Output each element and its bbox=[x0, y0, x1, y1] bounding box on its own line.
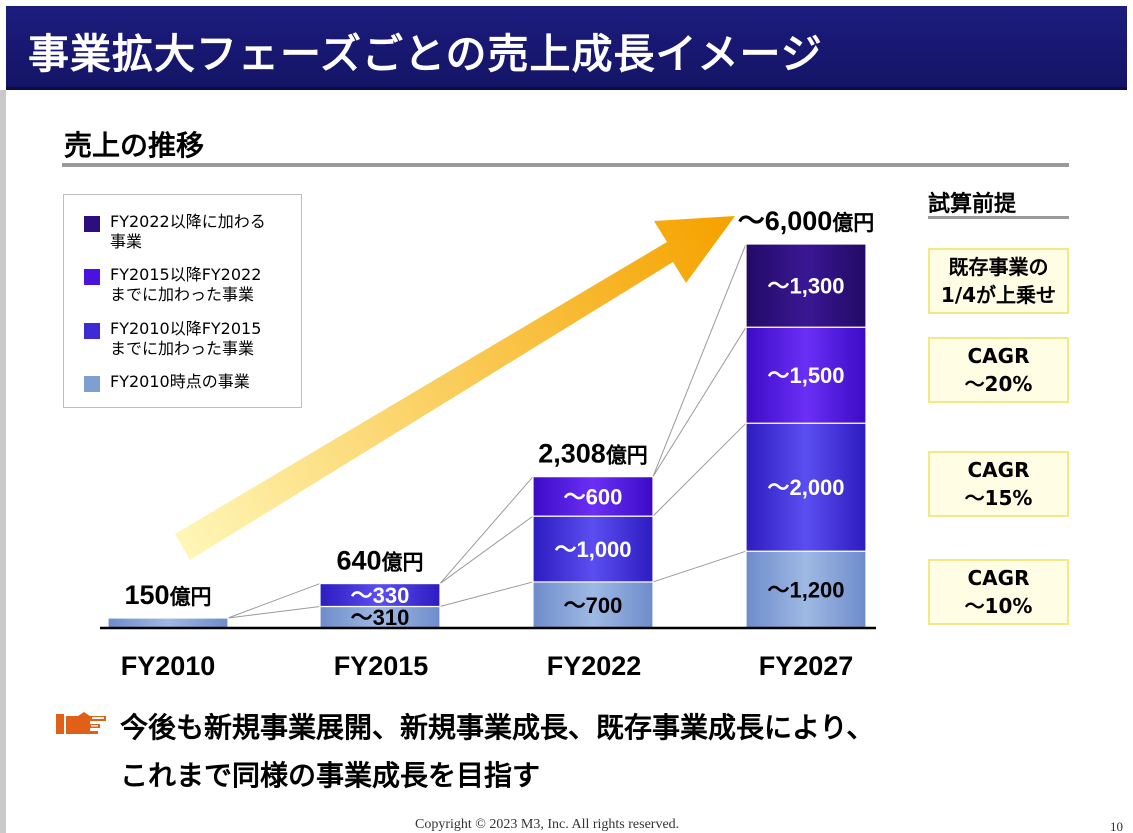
legend-label: FY2010時点の事業 bbox=[110, 372, 250, 391]
legend-item: FY2010以降FY2015 までに加わった事業 bbox=[84, 319, 261, 359]
segment-label: ～330 bbox=[351, 583, 410, 608]
chart-legend: FY2022以降に加わる 事業 FY2015以降FY2022 までに加わった事業… bbox=[63, 194, 302, 408]
pointing-hand-icon bbox=[56, 712, 106, 734]
segment-label: ～1,500 bbox=[767, 363, 844, 388]
category-label: FY2027 bbox=[759, 651, 854, 681]
legend-item: FY2015以降FY2022 までに加わった事業 bbox=[84, 265, 261, 305]
connector-line bbox=[652, 243, 747, 477]
legend-label: FY2015以降FY2022 までに加わった事業 bbox=[110, 265, 262, 304]
category-label: FY2022 bbox=[547, 651, 642, 681]
bar-segment bbox=[532, 515, 654, 583]
connector-line bbox=[227, 583, 321, 619]
legend-swatch bbox=[84, 323, 100, 339]
bar-segment bbox=[745, 422, 867, 552]
legend-item: FY2010時点の事業 bbox=[84, 372, 250, 392]
segment-label: ～700 bbox=[564, 593, 623, 618]
legend-item: FY2022以降に加わる 事業 bbox=[84, 212, 266, 252]
assumptions-divider bbox=[928, 216, 1069, 219]
callout-message: 今後も新規事業展開、新規事業成長、既存事業成長により、 これまで同様の事業成長を… bbox=[120, 704, 874, 800]
bar-segment bbox=[319, 582, 441, 608]
connector-line bbox=[439, 476, 534, 584]
total-label: 640億円 bbox=[336, 546, 423, 576]
page-number: 10 bbox=[1110, 819, 1123, 833]
growth-arrow bbox=[175, 216, 735, 560]
segment-label: ～1,200 bbox=[767, 578, 844, 603]
assumption-box-new-business: 既存事業の 1/4が上乗せ bbox=[928, 248, 1069, 314]
section-title: 売上の推移 bbox=[64, 129, 205, 162]
left-rule bbox=[0, 90, 6, 833]
section-divider bbox=[62, 163, 1069, 167]
segment-label: ～310 bbox=[351, 605, 410, 630]
callout-line-1: 今後も新規事業展開、新規事業成長、既存事業成長により、 bbox=[120, 711, 875, 744]
connector-line bbox=[227, 605, 321, 619]
segment-label: ～1,300 bbox=[767, 274, 844, 299]
bar-segment bbox=[745, 550, 867, 629]
header-bar: 事業拡大フェーズごとの売上成長イメージ bbox=[6, 6, 1127, 90]
connector-line bbox=[652, 326, 747, 477]
category-label: FY2010 bbox=[121, 651, 216, 681]
total-label: 150億円 bbox=[124, 580, 211, 610]
bar-segment bbox=[532, 476, 654, 517]
segment-label: ～1,000 bbox=[554, 537, 631, 562]
legend-swatch bbox=[84, 376, 100, 392]
slide-title: 事業拡大フェーズごとの売上成長イメージ bbox=[28, 30, 823, 78]
segment-label: ～2,000 bbox=[767, 475, 844, 500]
bar-stacks bbox=[107, 243, 867, 629]
assumption-box-cagr-20: CAGR ～20% bbox=[928, 337, 1069, 403]
legend-label: FY2022以降に加わる 事業 bbox=[110, 212, 266, 251]
legend-swatch bbox=[84, 269, 100, 285]
total-label: ～6,000億円 bbox=[738, 206, 875, 236]
bar-segment bbox=[745, 243, 867, 328]
connector-line bbox=[652, 422, 747, 517]
legend-swatch bbox=[84, 216, 100, 232]
bar-segment bbox=[532, 581, 654, 629]
assumptions-title: 試算前提 bbox=[928, 192, 1017, 217]
assumption-box-cagr-15: CAGR ～15% bbox=[928, 451, 1069, 517]
callout-line-2: これまで同様の事業成長を目指す bbox=[120, 759, 541, 792]
copyright: Copyright © 2023 M3, Inc. All rights res… bbox=[415, 817, 680, 832]
legend-label: FY2010以降FY2015 までに加わった事業 bbox=[110, 319, 262, 358]
segment-label: ～600 bbox=[564, 484, 623, 509]
connector-line bbox=[652, 550, 747, 583]
connector-line bbox=[439, 581, 534, 607]
chart-labels: 150億円 FY2010 ～310～330 640億円 FY2015 ～700 ～1,000… bbox=[121, 206, 875, 681]
connector-lines bbox=[227, 243, 747, 619]
connector-line bbox=[439, 515, 534, 584]
bar-segment bbox=[745, 326, 867, 424]
category-label: FY2015 bbox=[334, 651, 429, 681]
total-label: 2,308億円 bbox=[538, 439, 648, 469]
bar-segment bbox=[107, 617, 229, 629]
assumption-box-cagr-10: CAGR ～10% bbox=[928, 559, 1069, 625]
